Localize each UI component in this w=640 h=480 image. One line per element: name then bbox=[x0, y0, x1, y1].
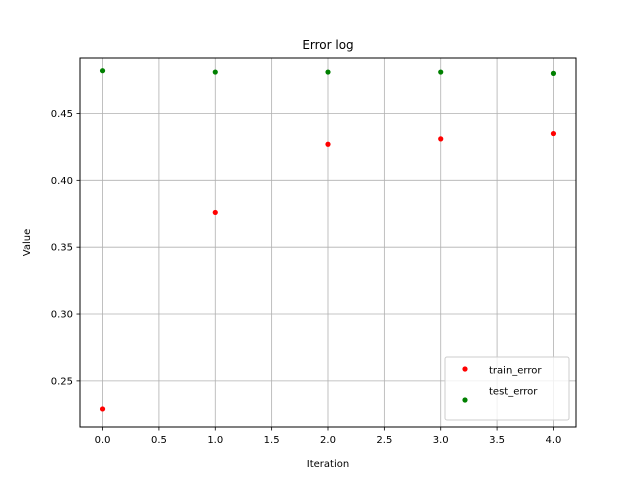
data-point-train-error bbox=[99, 406, 106, 412]
x-tick-label: 1.0 bbox=[207, 435, 223, 446]
y-axis-label: Value bbox=[22, 229, 33, 256]
x-axis-label: Iteration bbox=[307, 459, 349, 470]
x-tick-label: 4.0 bbox=[546, 435, 562, 446]
legend-box bbox=[444, 356, 570, 421]
x-tick-label: 3.0 bbox=[433, 435, 449, 446]
legend-label-train-error: train_error bbox=[489, 366, 542, 377]
data-point-test-error bbox=[99, 68, 106, 74]
x-tick-label: 1.5 bbox=[264, 435, 280, 446]
legend-marker-train-error bbox=[462, 366, 468, 372]
axis-ticks: 0.0 0.5 1.0 1.5 2.0 2.5 3.0 3.5 4.0 0.25 0.30 0.35 0… bbox=[51, 109, 562, 446]
data-point-train-error bbox=[550, 130, 557, 137]
data-point-test-error bbox=[212, 69, 218, 75]
x-tick-label: 0.0 bbox=[95, 435, 111, 446]
x-tick-label: 2.5 bbox=[376, 435, 392, 446]
y-tick-label: 0.40 bbox=[51, 176, 73, 187]
data-points bbox=[99, 68, 557, 412]
legend: train_error test_error bbox=[444, 356, 570, 421]
data-point-train-error bbox=[212, 209, 218, 216]
legend-label-test-error: test_error bbox=[489, 387, 538, 398]
y-tick-label: 0.35 bbox=[51, 243, 73, 254]
data-point-train-error bbox=[438, 136, 444, 142]
grid bbox=[80, 58, 576, 427]
legend-marker-test-error bbox=[462, 397, 468, 403]
data-point-train-error bbox=[325, 141, 331, 147]
x-tick-label: 0.5 bbox=[151, 435, 167, 446]
x-tick-label: 2.0 bbox=[320, 435, 336, 446]
x-tick-label: 3.5 bbox=[489, 435, 505, 446]
chart-title: Error log bbox=[302, 38, 353, 52]
data-point-test-error bbox=[438, 69, 444, 75]
y-tick-label: 0.25 bbox=[51, 376, 73, 387]
y-tick-label: 0.45 bbox=[51, 109, 73, 120]
data-point-test-error bbox=[325, 69, 331, 75]
data-point-test-error bbox=[550, 70, 557, 76]
y-tick-label: 0.30 bbox=[51, 310, 73, 321]
